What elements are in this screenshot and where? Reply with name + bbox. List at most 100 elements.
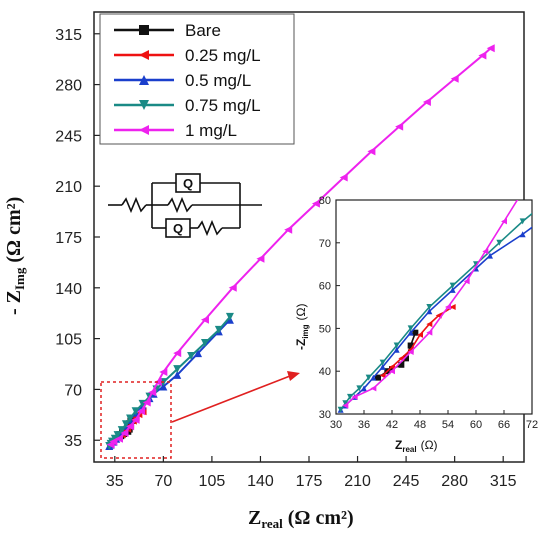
legend-label-0-75-mg-l: 0.75 mg/L [185,96,261,115]
data-point-1-mg-l [486,44,495,53]
y-tick-label: 245 [55,128,82,145]
data-point-1-mg-l [126,422,135,431]
data-point-1-mg-l [142,398,151,407]
inset-data-point-1-mg-l [407,348,414,355]
y-tick-label: 140 [55,281,82,298]
inset-x-tick-label: 60 [470,419,482,431]
data-point-0-75-mg-l [126,414,135,423]
inset-series-clip [337,200,532,413]
y-tick-label: 175 [55,230,82,247]
data-point-1-mg-l [256,254,265,263]
data-point-1-mg-l [148,388,157,397]
inset-x-tick-label: 42 [386,419,398,431]
legend-items: Bare 0.25 mg/L 0.5 mg/L 0.75 mg/L 1 mg/L [114,21,261,140]
inset-data-point-1-mg-l [501,218,507,225]
data-point-1-mg-l [137,407,146,416]
inset-series-line-1-mg-l [344,200,519,407]
legend-marker-0-25-mg-l [139,50,149,60]
inset-data-point-1-mg-l [389,368,395,375]
main-series-layer [105,44,495,451]
legend-label-bare: Bare [185,21,221,40]
inset-data-point-bare [389,366,395,373]
cpe-label-top: Q [183,176,193,191]
inset-data-point-1-mg-l [426,329,433,336]
inset-y-tick-label: 60 [319,281,331,293]
data-point-1-mg-l [450,74,459,83]
y-tick-label: 35 [64,433,82,450]
zoom-arrow [171,375,291,423]
inset-data-point-0-75-mg-l [426,304,433,310]
inset-data-point-0-25-mg-l [379,372,386,379]
data-point-0-75-mg-l [131,407,140,416]
inset-data-point-bare [403,355,409,362]
x-tick-label: 210 [344,473,371,490]
x-tick-label: 280 [441,473,468,490]
inset-data-point-0-25-mg-l [426,321,433,328]
inset-x-tick-label: 54 [442,419,454,431]
inset-data-point-0-5-mg-l [519,231,526,238]
inset-data-point-0-25-mg-l [417,331,423,338]
inset-x-tick-label: 48 [414,419,426,431]
data-point-1-mg-l [395,122,404,131]
inset-data-point-1-mg-l [482,248,489,255]
legend-label-0-25-mg-l: 0.25 mg/L [185,46,261,65]
main-axis-ticks: 35 70 105 140 175 210 245 280 315 35 70 105 140 175 21… [55,27,516,490]
data-point-1-mg-l [422,98,431,106]
inset-data-point-0-75-mg-l [393,342,400,349]
inset-x-tick-label: 30 [330,419,342,431]
x-tick-label: 175 [296,473,323,490]
x-tick-label: 315 [490,473,517,490]
cpe-label-bottom: Q [173,221,183,236]
inset-y-tick-label: 70 [319,238,331,250]
zoom-region-box [100,381,172,459]
data-point-1-mg-l [228,283,237,292]
inset-y-tick-label: 50 [319,323,331,335]
legend-label-1-mg-l: 1 mg/L [185,121,237,140]
x-axis-title: Zreal (Ω cm²) [248,507,354,531]
inset-data-point-0-75-mg-l [496,239,503,246]
inset-data-point-0-75-mg-l [347,393,353,400]
inset-data-point-0-25-mg-l [389,363,395,370]
y-tick-label: 70 [64,382,82,399]
inset-y-tick-label: 30 [319,409,331,421]
inset-series-line-0-75-mg-l [340,212,532,411]
y-tick-label: 315 [55,27,82,44]
inset-data-point-0-5-mg-l [361,385,367,392]
zoom-arrow-head [287,371,300,381]
legend-label-0-5-mg-l: 0.5 mg/L [185,71,251,90]
legend-marker-1-mg-l [139,125,149,135]
inset-data-point-0-5-mg-l [449,286,456,293]
x-tick-label: 140 [247,473,274,490]
equivalent-circuit-diagram [108,173,262,238]
inset-data-point-0-75-mg-l [365,374,372,381]
inset-data-point-0-75-mg-l [342,400,349,407]
inset-x-axis-title: Zreal (Ω) [395,438,438,454]
inset-data-point-1-mg-l [351,393,358,400]
data-point-0-75-mg-l [214,325,223,334]
inset-data-point-1-mg-l [342,402,349,409]
data-point-0-5-mg-l [173,370,182,379]
resistor-series [121,196,147,214]
data-point-1-mg-l [114,434,123,443]
inset-data-point-0-5-mg-l [426,308,433,315]
resistor-middle [167,196,193,214]
data-point-1-mg-l [159,368,168,376]
data-point-1-mg-l [311,199,320,208]
data-point-1-mg-l [131,415,140,424]
legend-marker-bare [139,25,149,35]
inset-y-tick-label: 80 [319,195,331,207]
y-tick-label: 105 [55,332,82,349]
data-point-1-mg-l [339,173,348,182]
inset-data-point-0-25-mg-l [449,304,456,310]
data-point-1-mg-l [109,437,118,446]
data-point-0-75-mg-l [117,426,126,435]
x-tick-label: 245 [393,473,420,490]
inset-plot-frame [335,199,533,415]
inset-x-tick-label: 66 [498,419,510,431]
inset-axis-ticks: 30 36 42 48 54 60 66 72 30 40 50 60 70 80 [319,195,538,431]
inset-x-tick-label: 36 [358,419,370,431]
data-point-0-5-mg-l [159,382,168,391]
data-point-1-mg-l [120,428,129,437]
inset-data-point-1-mg-l [445,304,451,310]
